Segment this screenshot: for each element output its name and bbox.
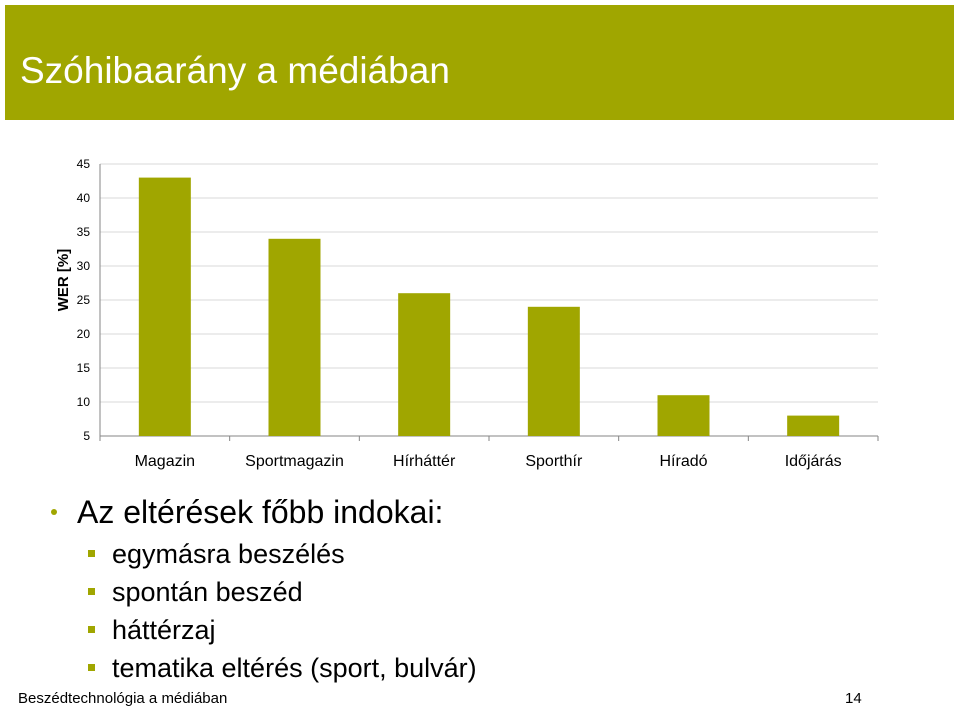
bar bbox=[138, 177, 191, 436]
x-category-label: Hírháttér bbox=[393, 453, 456, 470]
slide-title: Szóhibaarány a médiában bbox=[20, 50, 450, 91]
sub-bullet-text: tematika eltérés (sport, bulvár) bbox=[112, 653, 477, 683]
bullet-main-text: Az eltérések főbb indokai: bbox=[77, 494, 444, 530]
y-tick-label: 45 bbox=[77, 157, 91, 171]
y-tick-label: 15 bbox=[77, 361, 91, 375]
wer-bar-chart: 5 10 15 20 25 30 35 40 45 WER [%] Magazin Sportmaga… bbox=[55, 157, 879, 470]
sub-bullet-text: egymásra beszélés bbox=[112, 539, 345, 569]
title-bar bbox=[5, 5, 954, 120]
page-number: 14 bbox=[845, 690, 862, 707]
x-category-label: Időjárás bbox=[785, 453, 842, 470]
y-tick-label: 30 bbox=[77, 259, 91, 273]
square-bullet-icon bbox=[88, 588, 95, 595]
footer-text: Beszédtechnológia a médiában bbox=[18, 690, 228, 707]
x-category-label: Magazin bbox=[135, 453, 195, 470]
x-category-label: Sporthír bbox=[525, 453, 583, 470]
sub-bullet-text: spontán beszéd bbox=[112, 577, 303, 607]
y-tick-label: 35 bbox=[77, 225, 91, 239]
sub-bullet-text: háttérzaj bbox=[112, 615, 216, 645]
y-tick-label: 10 bbox=[77, 395, 91, 409]
y-axis-label: WER [%] bbox=[55, 249, 72, 312]
square-bullet-icon bbox=[88, 550, 95, 557]
square-bullet-icon bbox=[88, 626, 95, 633]
bar bbox=[787, 415, 840, 436]
y-tick-label: 25 bbox=[77, 293, 91, 307]
bar bbox=[268, 238, 321, 436]
x-category-label: Híradó bbox=[659, 453, 707, 470]
y-tick-label: 20 bbox=[77, 327, 91, 341]
bar bbox=[657, 395, 710, 436]
bullet-dot-icon bbox=[51, 509, 57, 515]
x-category-label: Sportmagazin bbox=[245, 453, 344, 470]
bar bbox=[527, 306, 580, 436]
y-tick-label: 40 bbox=[77, 191, 91, 205]
square-bullet-icon bbox=[88, 664, 95, 671]
bar bbox=[398, 293, 451, 436]
y-tick-label: 5 bbox=[83, 429, 90, 443]
